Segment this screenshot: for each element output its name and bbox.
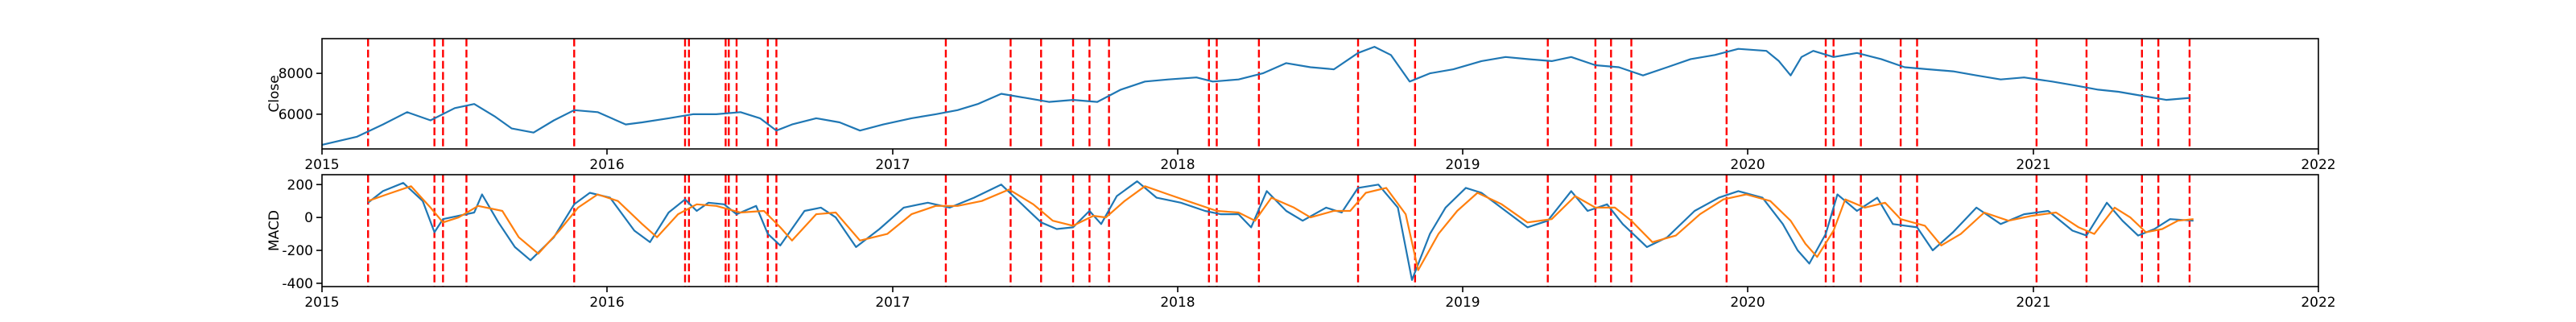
signal-line: [367, 185, 2194, 271]
macd-y-axis-label: MACD: [266, 210, 283, 251]
close-y-axis-label: Close: [266, 75, 283, 112]
x-tick-label: 2017: [875, 295, 910, 311]
macd-series-group: [367, 180, 2194, 281]
close-axes-frame: [321, 38, 2319, 150]
close-x-ticks: 2015 2016 2017 2018 2019 2020 2021 2022: [304, 149, 2336, 173]
macd-axes-frame: [321, 174, 2319, 287]
y-tick-label: 0: [304, 210, 313, 226]
close-price-panel: 2015 2016 2017 2018 2019 2020 2021 2022 6000 800…: [266, 38, 2336, 173]
macd-y-ticks: -400 -200 0 200: [282, 177, 322, 292]
x-tick-label: 2018: [1160, 157, 1195, 173]
y-tick-label: 6000: [279, 107, 313, 123]
x-tick-label: 2021: [2016, 295, 2050, 311]
close-line: [321, 45, 2190, 146]
x-tick-label: 2015: [304, 157, 339, 173]
x-tick-label: 2019: [1445, 157, 1480, 173]
x-tick-label: 2016: [589, 157, 624, 173]
y-tick-label: 200: [287, 177, 313, 193]
x-tick-label: 2022: [2301, 295, 2335, 311]
close-y-ticks: 6000 8000: [279, 66, 322, 123]
x-tick-label: 2022: [2301, 157, 2335, 173]
macd-x-ticks: 2015 2016 2017 2018 2019 2020 2021 2022: [304, 287, 2336, 311]
macd-event-lines: [367, 175, 2191, 287]
macd-line: [367, 180, 2194, 281]
close-series-group: [321, 45, 2190, 146]
x-tick-label: 2021: [2016, 157, 2050, 173]
x-tick-label: 2017: [875, 157, 910, 173]
x-tick-label: 2020: [1730, 157, 1765, 173]
x-tick-label: 2019: [1445, 295, 1480, 311]
y-tick-label: -400: [282, 276, 313, 292]
y-tick-label: 8000: [279, 66, 313, 82]
x-tick-label: 2018: [1160, 295, 1195, 311]
y-tick-label: -200: [282, 243, 313, 259]
close-event-lines: [367, 39, 2191, 149]
x-tick-label: 2015: [304, 295, 339, 311]
macd-panel: 2015 2016 2017 2018 2019 2020 2021 2022 -400 -20…: [266, 174, 2336, 311]
x-tick-label: 2016: [589, 295, 624, 311]
x-tick-label: 2020: [1730, 295, 1765, 311]
